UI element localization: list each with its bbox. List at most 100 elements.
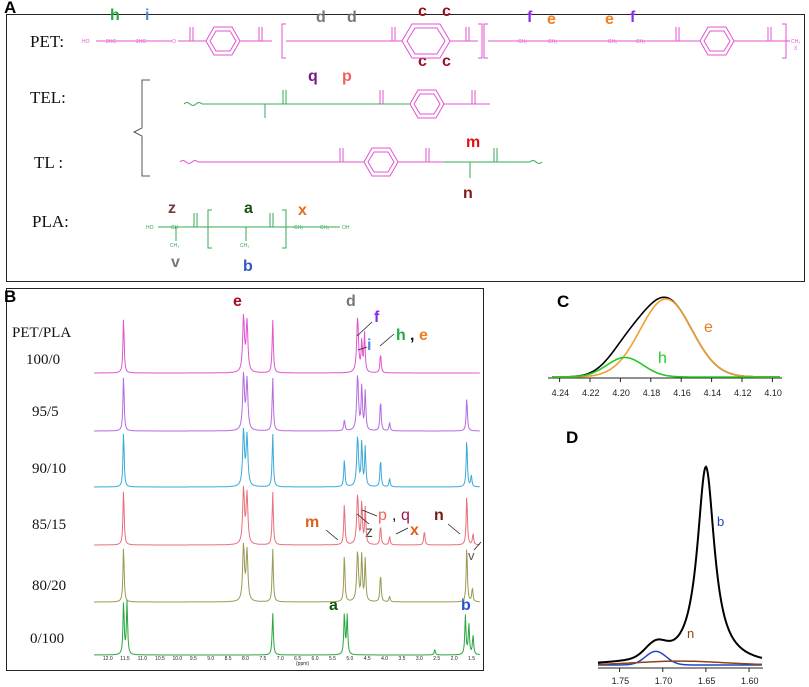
- nmr-tick-label: 7.0: [277, 656, 284, 662]
- pla-label-b: b: [243, 258, 253, 275]
- nmr-spectrum-5: [94, 599, 480, 656]
- tel-structure-aromatic: [379, 89, 490, 119]
- nmr-axis-unit: (ppm): [296, 661, 309, 667]
- nmr-label-z: z: [365, 524, 373, 541]
- pet-label-f1: f: [527, 9, 533, 26]
- pet-label-i: i: [145, 7, 150, 24]
- pla-atom-ch: CH: [171, 225, 179, 231]
- tel-label-q: q: [308, 68, 318, 85]
- nmr-tick-label: 5.5: [329, 656, 336, 662]
- nmr-label-n: n: [434, 507, 444, 524]
- pla-atom-ch2a: CH₂: [294, 225, 303, 231]
- pet-structure: [96, 23, 790, 59]
- pet-label-f2: f: [630, 9, 636, 26]
- nmr-label-e: e: [233, 293, 242, 310]
- pla-label-a: a: [244, 200, 253, 217]
- pla-atom-ch3b: CH₃: [240, 243, 249, 249]
- fit-d-tick-label: 1.65: [698, 676, 716, 686]
- nmr-label-pq-comma: ,: [392, 507, 397, 524]
- panel-c-letter: C: [557, 292, 570, 311]
- pla-atom-ch3a: CH₃: [170, 243, 179, 249]
- pet-label-d1: d: [316, 9, 326, 26]
- nmr-spectrum-2: [94, 427, 480, 488]
- pet-atom-ch2d: CH₂: [548, 39, 557, 45]
- fit-d-curve-b: [598, 650, 762, 666]
- nmr-tick-label: 5.0: [346, 656, 353, 662]
- panel-b-letter: B: [4, 287, 17, 306]
- pla-atom-ch2b: CH₂: [320, 225, 329, 231]
- nmr-label-pq-q: q: [401, 507, 410, 524]
- nmr-tick-label: 1.5: [468, 656, 475, 662]
- nmr-label-m: m: [305, 514, 320, 531]
- nmr-tick-label: 8.5: [225, 656, 232, 662]
- tel-label-p: p: [342, 68, 352, 85]
- tl-structure: [179, 147, 444, 177]
- nmr-label-d: d: [346, 293, 356, 310]
- fit-c-tick-label: 4.10: [764, 388, 782, 398]
- pet-atom-sub3: 3: [794, 46, 797, 52]
- pet-name: PET:: [30, 32, 65, 51]
- nmr-label-i: i: [367, 337, 372, 354]
- ratio-85-15: 85/15: [32, 517, 67, 533]
- pet-atom-ch2f: CH₂: [636, 39, 645, 45]
- fit-d-label-n: n: [687, 626, 695, 641]
- pet-atom-ch2e: CH₂: [608, 39, 617, 45]
- nmr-arrows: [325, 321, 482, 551]
- fit-c-tick-label: 4.12: [734, 388, 752, 398]
- nmr-tick-label: 2.0: [451, 656, 458, 662]
- fit-c-tick-label: 4.18: [643, 388, 661, 398]
- pet-label-d2: d: [347, 9, 357, 26]
- fit-c-label-e: e: [704, 319, 713, 336]
- nmr-tick-label: 9.0: [207, 656, 214, 662]
- tel-structure: [183, 90, 410, 118]
- fit-c-tick-label: 4.20: [612, 388, 630, 398]
- nmr-tick-label: 4.5: [364, 656, 371, 662]
- pla-atom-oh: OH: [342, 225, 350, 231]
- ratio-100-0: 100/0: [26, 352, 61, 368]
- ratio-0-100: 0/100: [30, 631, 65, 647]
- pet-label-c4: c: [442, 53, 451, 70]
- panel-a-letter: A: [4, 0, 17, 17]
- nmr-spectrum-0: [94, 313, 480, 374]
- nmr-label-he-h: h: [396, 327, 406, 344]
- nmr-tick-label: 4.0: [381, 656, 388, 662]
- fit-d-tick-label: 1.70: [655, 676, 673, 686]
- fit-c-curve-h: [552, 356, 780, 378]
- pla-atom-ho: HO: [146, 225, 154, 231]
- pet-label-e2: e: [605, 11, 614, 28]
- nmr-label-b: b: [461, 597, 471, 614]
- nmr-tick-label: 3.5: [398, 656, 405, 662]
- fit-c-label-h: h: [658, 350, 667, 367]
- panel-b-frame: [6, 288, 484, 671]
- fit-c-curve-total: [552, 296, 780, 378]
- ratio-95-5: 95/5: [32, 404, 59, 420]
- nmr-tick-label: 8.0: [242, 656, 249, 662]
- ratio-80-20: 80/20: [32, 578, 67, 594]
- nmr-tick-label: 12.0: [103, 656, 113, 662]
- tel-name: TEL:: [30, 88, 66, 107]
- tl-label-m: m: [466, 134, 481, 151]
- nmr-tick-label: 3.0: [416, 656, 423, 662]
- pla-label-z: z: [168, 200, 176, 217]
- tl-name: TL :: [34, 153, 64, 172]
- nmr-label-pq-p: p: [378, 507, 387, 524]
- nmr-label-he-comma: ,: [410, 327, 415, 344]
- fit-d-curve-n: [597, 660, 763, 666]
- nmr-tick-label: 2.5: [433, 656, 440, 662]
- nmr-spectrum-3: [94, 485, 480, 546]
- brace: [132, 79, 150, 177]
- pet-label-c3: c: [418, 53, 427, 70]
- pet-label-e1: e: [547, 11, 556, 28]
- fit-d-curve-total: [597, 465, 763, 664]
- pet-atom-ch2a: 2HC: [106, 39, 116, 45]
- nmr-tick-label: 11.5: [120, 656, 130, 662]
- pet-atom-ch2b: 2HC: [136, 39, 146, 45]
- nmr-tick-label: 10.0: [172, 656, 182, 662]
- pla-name: PLA:: [32, 212, 69, 231]
- panel-a-frame: [6, 14, 805, 282]
- fit-c-tick-label: 4.16: [673, 388, 691, 398]
- nmr-tick-label: 6.5: [294, 656, 301, 662]
- nmr-tick-label: 9.5: [190, 656, 197, 662]
